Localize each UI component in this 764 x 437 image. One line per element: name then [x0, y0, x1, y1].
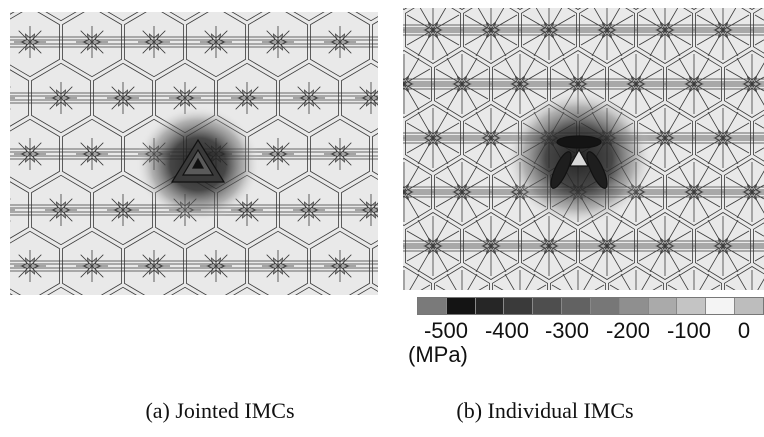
- stress-map-individual-imcs: [403, 8, 764, 290]
- colorbar-swatch: [418, 298, 447, 314]
- colorbar-swatch: [533, 298, 563, 314]
- colorbar-swatch: [475, 298, 505, 314]
- colorbar-tick-label: -200: [605, 318, 651, 343]
- colorbar-tick-label: 0: [737, 318, 751, 343]
- colorbar-swatch: [735, 298, 763, 314]
- stress-map-jointed-imcs: [10, 12, 378, 295]
- colorbar-swatch: [677, 298, 707, 314]
- colorbar-swatch: [562, 298, 591, 314]
- colorbar-swatch: [590, 298, 620, 314]
- colorbar-swatch: [504, 298, 534, 314]
- colorbar-swatch: [648, 298, 678, 314]
- colorbar-unit-label: (MPa): [408, 342, 468, 367]
- mesh-plot-jointed: [10, 12, 378, 295]
- colorbar-swatch: [706, 298, 736, 314]
- colorbar-tick-label: -400: [484, 318, 530, 343]
- caption-jointed-imcs: (a) Jointed IMCs: [145, 398, 295, 423]
- colorbar-tick-label: -300: [544, 318, 590, 343]
- caption-individual-imcs: (b) Individual IMCs: [456, 398, 634, 423]
- colorbar-tick-label: -100: [666, 318, 712, 343]
- colorbar-tick-label: -500: [423, 318, 469, 343]
- mesh-plot-individual: [403, 8, 764, 290]
- stress-colorbar: [417, 297, 764, 315]
- colorbar-swatch: [619, 298, 649, 314]
- colorbar-swatch: [446, 298, 476, 314]
